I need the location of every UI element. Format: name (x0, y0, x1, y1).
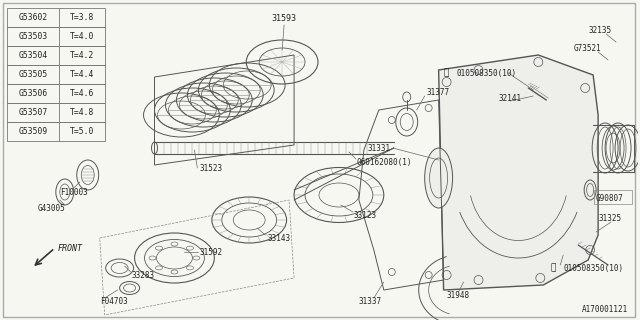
Text: T=4.6: T=4.6 (70, 89, 94, 98)
Text: G90807: G90807 (595, 194, 623, 203)
Text: 33283: 33283 (132, 270, 155, 279)
Text: T=4.0: T=4.0 (70, 32, 94, 41)
Text: 31325: 31325 (598, 213, 621, 222)
Text: 31593: 31593 (271, 13, 296, 22)
Text: 010508350(10): 010508350(10) (563, 263, 623, 273)
Text: 31377: 31377 (427, 87, 450, 97)
Bar (594, 190, 632, 204)
Polygon shape (438, 55, 598, 290)
Bar (7, 8, 105, 27)
Bar (7, 84, 105, 103)
Text: G53507: G53507 (19, 108, 47, 117)
Bar (7, 27, 105, 46)
Text: F04703: F04703 (100, 298, 127, 307)
Bar (7, 122, 105, 141)
Text: F10003: F10003 (60, 188, 88, 196)
Text: G53506: G53506 (19, 89, 47, 98)
Text: 32135: 32135 (588, 26, 611, 35)
Bar (7, 65, 105, 84)
Text: G53509: G53509 (19, 127, 47, 136)
Text: G53505: G53505 (19, 70, 47, 79)
Ellipse shape (425, 148, 452, 208)
Text: Ⓑ: Ⓑ (444, 68, 449, 77)
Text: 31592: 31592 (200, 247, 223, 257)
Text: T=4.8: T=4.8 (70, 108, 94, 117)
Text: 33123: 33123 (354, 211, 377, 220)
Text: G43005: G43005 (38, 204, 66, 212)
Text: T=3.8: T=3.8 (70, 13, 94, 22)
Text: 010508350(10): 010508350(10) (456, 68, 516, 77)
Bar (7, 46, 105, 65)
Text: Ⓑ: Ⓑ (550, 263, 556, 273)
Text: 32141: 32141 (499, 93, 522, 102)
Text: G53602: G53602 (19, 13, 47, 22)
Text: 31523: 31523 (200, 164, 223, 172)
Text: T=5.0: T=5.0 (70, 127, 94, 136)
Text: FRONT: FRONT (58, 244, 83, 252)
Text: A170001121: A170001121 (582, 306, 628, 315)
Text: G53503: G53503 (19, 32, 47, 41)
Text: G73521: G73521 (573, 44, 601, 52)
Text: 31331: 31331 (367, 143, 391, 153)
Text: 31337: 31337 (359, 298, 382, 307)
Text: T=4.4: T=4.4 (70, 70, 94, 79)
Text: T=4.2: T=4.2 (70, 51, 94, 60)
Text: G53504: G53504 (19, 51, 47, 60)
Text: 31948: 31948 (447, 291, 470, 300)
Text: 33143: 33143 (267, 234, 291, 243)
Bar (7, 103, 105, 122)
Text: 060162080(1): 060162080(1) (357, 157, 412, 166)
Ellipse shape (429, 158, 447, 198)
